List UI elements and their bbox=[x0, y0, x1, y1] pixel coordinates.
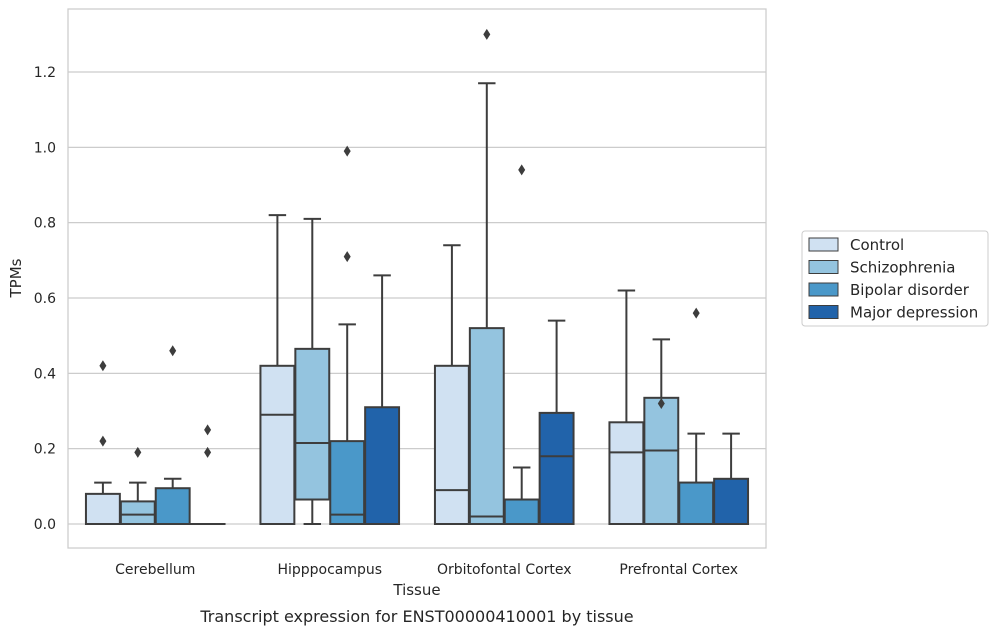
y-tick-labels: 0.0 0.2 0.4 0.6 0.8 1.0 1.2 bbox=[34, 65, 56, 533]
box-1-1 bbox=[294, 217, 331, 525]
x-tick-label: Prefrontal Cortex bbox=[619, 562, 738, 578]
box-3-3 bbox=[713, 432, 750, 525]
y-tick-label: 0.6 bbox=[34, 291, 56, 307]
y-tick-label: 1.2 bbox=[34, 65, 56, 81]
legend-label: Bipolar disorder bbox=[850, 281, 970, 299]
box-1-0 bbox=[119, 446, 156, 525]
outlier-marker bbox=[204, 446, 212, 458]
outlier-marker bbox=[657, 397, 665, 409]
outlier-marker bbox=[134, 446, 142, 458]
outlier-marker bbox=[692, 307, 700, 319]
box-2-3 bbox=[678, 307, 715, 526]
box-iqr bbox=[538, 411, 575, 525]
y-axis-title: TPMs bbox=[7, 258, 25, 298]
box-iqr bbox=[119, 500, 156, 525]
outlier-marker bbox=[343, 251, 351, 263]
y-tick-label: 0.2 bbox=[34, 442, 56, 458]
outlier-marker bbox=[483, 28, 491, 40]
legend-swatch bbox=[808, 305, 839, 319]
box-iqr bbox=[643, 396, 680, 526]
outlier-marker bbox=[99, 360, 107, 372]
box-2-0 bbox=[154, 345, 191, 526]
box-iqr bbox=[713, 477, 750, 525]
box-iqr bbox=[329, 440, 366, 525]
legend-swatch bbox=[808, 237, 839, 252]
box-iqr bbox=[468, 327, 505, 525]
boxes bbox=[84, 28, 750, 526]
box-1-3 bbox=[643, 338, 680, 526]
box-1-2 bbox=[468, 28, 505, 525]
y-tick-label: 0.4 bbox=[34, 366, 56, 382]
box-0-3 bbox=[608, 289, 645, 525]
legend-frame bbox=[801, 230, 989, 327]
box-3-2 bbox=[538, 319, 575, 525]
box-iqr bbox=[433, 364, 470, 525]
outlier-marker bbox=[204, 424, 212, 436]
box-2-1 bbox=[329, 145, 366, 525]
box-iqr bbox=[608, 421, 645, 525]
legend-swatch bbox=[808, 282, 839, 297]
box-0-2 bbox=[433, 244, 470, 525]
box-iqr bbox=[364, 406, 401, 526]
plot-area-frame bbox=[67, 8, 767, 549]
box-0-1 bbox=[259, 214, 296, 525]
box-iqr bbox=[154, 487, 191, 526]
box-3-0 bbox=[189, 424, 226, 526]
y-tick-label: 0.8 bbox=[34, 216, 56, 232]
box-iqr bbox=[84, 492, 121, 526]
y-tick-label: 0.0 bbox=[34, 517, 56, 533]
y-tick-label: 1.0 bbox=[34, 140, 56, 156]
box-iqr bbox=[259, 364, 296, 525]
x-axis-title: Tissue bbox=[392, 581, 440, 599]
box-0-0 bbox=[84, 360, 121, 526]
chart-caption: Transcript expression for ENST0000041000… bbox=[199, 607, 633, 626]
box-iqr bbox=[678, 481, 715, 526]
box-2-2 bbox=[503, 164, 540, 525]
legend-label: Schizophrenia bbox=[850, 259, 955, 277]
legend: Control Schizophrenia Bipolar disorder Majo… bbox=[801, 230, 989, 327]
legend-swatch bbox=[808, 260, 839, 274]
legend-label: Major depression bbox=[850, 304, 978, 322]
legend-label: Control bbox=[850, 236, 904, 254]
x-tick-label: Hipppocampus bbox=[277, 562, 382, 578]
box-iqr bbox=[294, 347, 331, 501]
x-tick-label: Cerebellum bbox=[115, 562, 195, 578]
box-iqr bbox=[503, 498, 540, 525]
outlier-marker bbox=[99, 435, 107, 447]
x-tick-labels: Cerebellum Hipppocampus Orbitofontal Corte… bbox=[115, 562, 738, 578]
x-tick-label: Orbitofontal Cortex bbox=[437, 562, 572, 578]
outlier-marker bbox=[169, 345, 177, 357]
gridlines bbox=[68, 71, 766, 525]
outlier-marker bbox=[518, 164, 526, 176]
outlier-marker bbox=[343, 145, 351, 157]
box-3-1 bbox=[364, 274, 401, 526]
